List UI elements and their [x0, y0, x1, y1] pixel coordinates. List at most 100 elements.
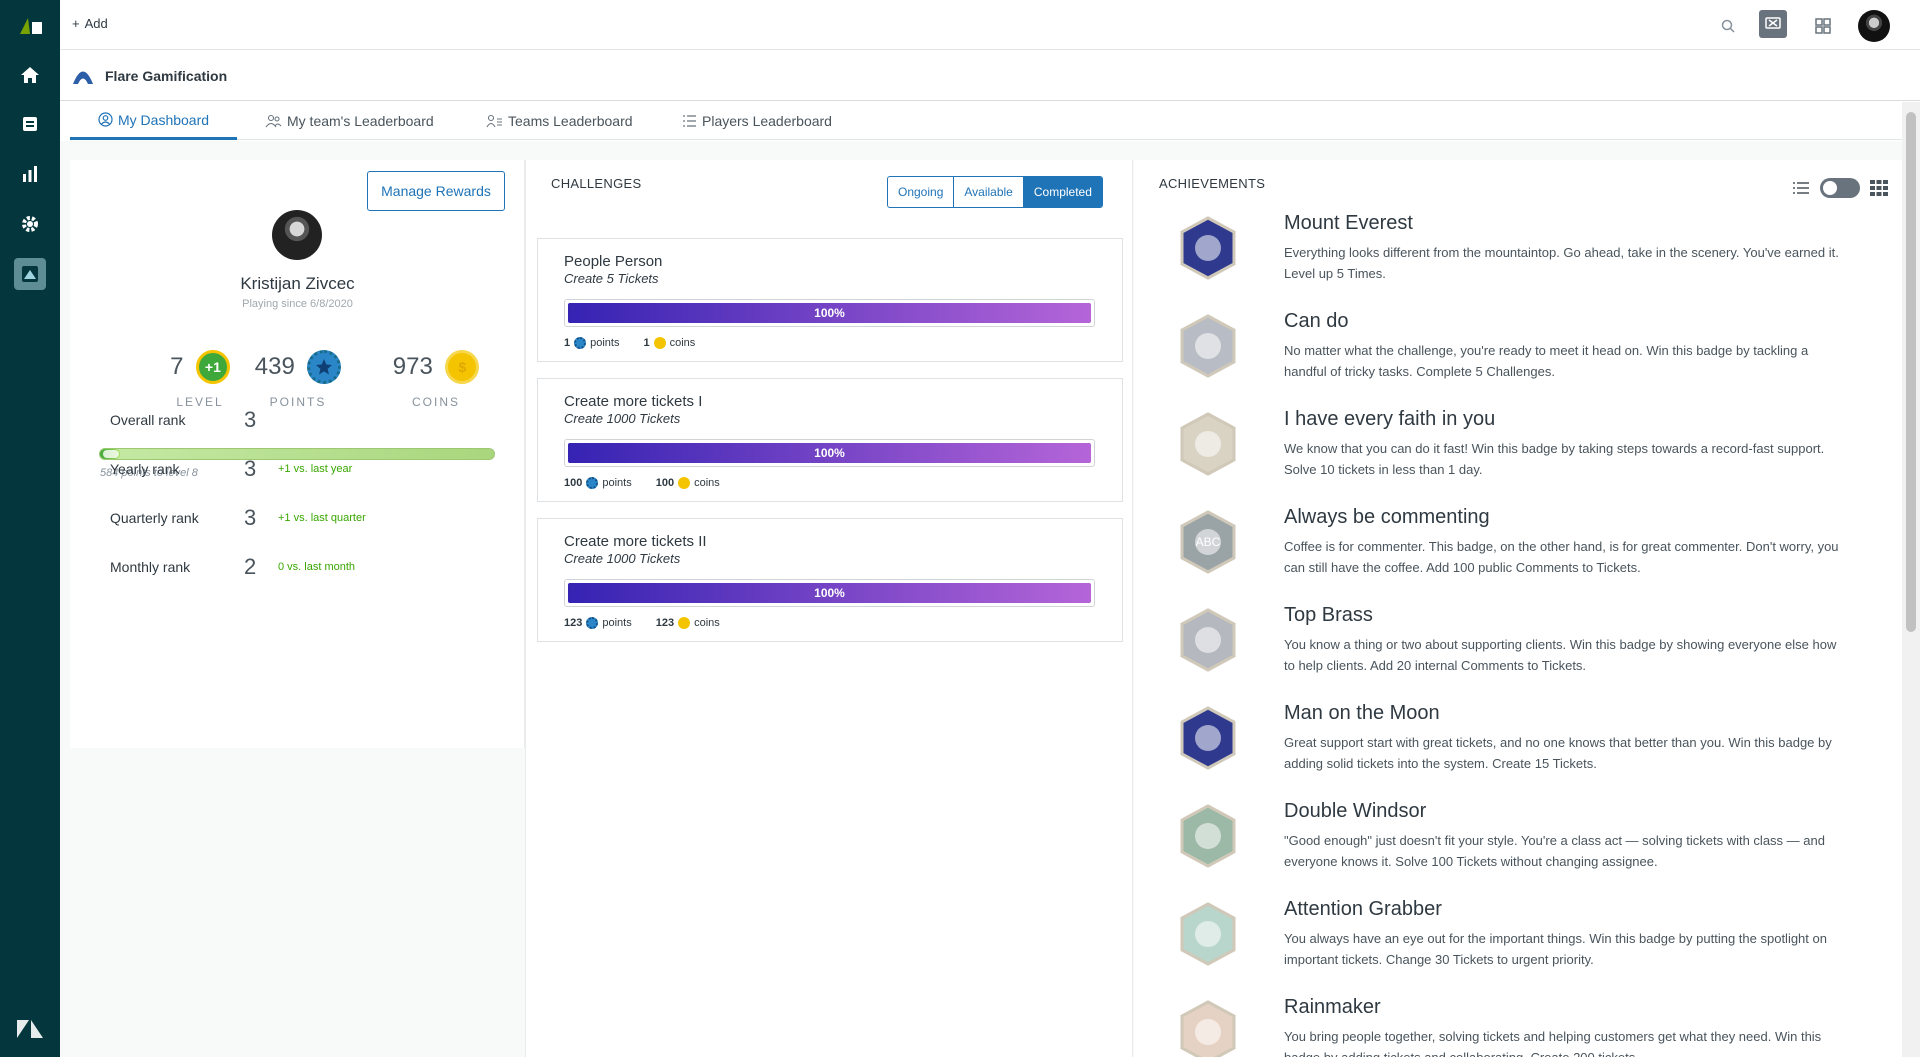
challenge-title: People Person — [564, 253, 663, 270]
coins-value: 973 — [392, 353, 433, 380]
nav-views[interactable] — [0, 103, 60, 145]
achievement-item[interactable]: Man on the Moon Great support start with … — [1178, 702, 1878, 792]
challenge-title: Create more tickets II — [564, 533, 707, 550]
challenge-subtitle: Create 1000 Tickets — [564, 551, 681, 566]
challenge-filter: Ongoing Available Completed — [887, 176, 1103, 208]
add-button[interactable]: + Add — [72, 16, 108, 31]
filter-completed[interactable]: Completed — [1023, 177, 1102, 207]
achievement-description: You know a thing or two about supporting… — [1284, 637, 1837, 673]
team-icon — [265, 114, 282, 128]
coin-icon — [678, 477, 691, 489]
view-mode-toggle[interactable] — [1820, 178, 1860, 198]
coins-label: COINS — [411, 395, 460, 409]
bar-chart-icon — [23, 166, 37, 182]
zendesk-logo-icon[interactable] — [15, 1018, 45, 1040]
achievement-title: Can do — [1284, 310, 1349, 332]
top-bar: + Add — [60, 0, 1920, 50]
tab-my-team-leaderboard[interactable]: My team's Leaderboard — [265, 102, 434, 140]
tab-teams-leaderboard[interactable]: Teams Leaderboard — [486, 102, 633, 140]
medal-badge-icon — [1180, 608, 1236, 672]
tie-badge-icon — [1180, 804, 1236, 868]
achievement-description: We know that you can do it fast! Win thi… — [1284, 441, 1825, 477]
rank-yearly: Yearly rank 3 +1 vs. last year — [110, 456, 353, 481]
search-button[interactable] — [1714, 12, 1742, 40]
challenge-subtitle: Create 1000 Tickets — [564, 411, 681, 426]
player-name: Kristijan Zivcec — [240, 274, 355, 293]
challenge-card[interactable]: Create more tickets I Create 1000 Ticket… — [537, 378, 1123, 502]
nav-flare-app[interactable] — [0, 253, 60, 295]
grid-icon — [1815, 18, 1831, 34]
nav-admin[interactable] — [0, 203, 60, 245]
plus-icon: + — [72, 16, 80, 31]
coin-icon — [653, 337, 666, 349]
coin-icon: $ — [445, 350, 480, 384]
challenge-card[interactable]: Create more tickets II Create 1000 Ticke… — [537, 518, 1123, 642]
points-icon — [574, 337, 587, 349]
challenge-progress-fill: 100% — [568, 303, 1091, 323]
nav-home[interactable] — [0, 54, 60, 96]
filter-available[interactable]: Available — [954, 177, 1024, 207]
chat-status-button[interactable] — [1759, 10, 1787, 38]
coins-stat: 973 $ COINS — [366, 350, 506, 409]
list-icon — [683, 115, 696, 127]
achievement-item[interactable]: ABC Always be commenting Coffee is for com… — [1178, 506, 1878, 596]
gear-icon — [22, 216, 38, 232]
achievement-description: Great support start with great tickets, … — [1284, 735, 1832, 771]
scrollbar-thumb[interactable] — [1906, 112, 1916, 632]
achievement-title: I have every faith in you — [1284, 408, 1496, 430]
challenge-rewards: 100 points 100 coins — [564, 477, 720, 489]
challenge-rewards: 1 points 1 coins — [564, 337, 696, 349]
achievements-title: ACHIEVEMENTS — [1159, 176, 1266, 191]
tab-my-dashboard[interactable]: My Dashboard — [70, 102, 237, 140]
zendesk-product-logo-icon[interactable] — [18, 14, 44, 36]
page-scrollbar[interactable] — [1902, 102, 1920, 1057]
challenge-progress-bar: 100% — [564, 579, 1095, 607]
rank-monthly: Monthly rank 2 0 vs. last month — [110, 554, 356, 579]
nav-reporting[interactable] — [0, 153, 60, 195]
manage-rewards-button[interactable]: Manage Rewards — [367, 171, 505, 211]
tab-players-leaderboard[interactable]: Players Leaderboard — [682, 102, 832, 140]
achievement-item[interactable]: Top Brass You know a thing or two about s… — [1178, 604, 1878, 694]
points-icon — [586, 477, 599, 489]
flare-app-icon — [22, 266, 38, 282]
challenge-title: Create more tickets I — [564, 393, 703, 410]
achievement-title: Top Brass — [1284, 604, 1373, 626]
profile-panel: Manage Rewards Kristijan Zivcec Playing … — [70, 160, 525, 748]
level-up-badge-icon: +1 — [195, 350, 230, 384]
app-title: Flare Gamification — [105, 68, 228, 84]
points-star-icon — [307, 350, 342, 384]
achievement-title: Mount Everest — [1284, 212, 1413, 234]
challenge-subtitle: Create 5 Tickets — [564, 271, 659, 286]
achievement-item[interactable]: Rainmaker You bring people together, solv… — [1178, 996, 1878, 1057]
points-icon — [586, 617, 599, 629]
view-toggle — [1792, 178, 1888, 198]
level-stat: 7 +1 LEVEL — [130, 350, 270, 409]
grid-view-icon[interactable] — [1870, 180, 1888, 196]
achievement-item[interactable]: Double Windsor "Good enough" just doesn't… — [1178, 800, 1878, 890]
points-value: 439 — [254, 353, 295, 380]
mountain-badge-icon — [1180, 216, 1236, 280]
products-button[interactable] — [1809, 12, 1837, 40]
achievement-description: Everything looks different from the moun… — [1284, 245, 1839, 281]
achievement-item[interactable]: Can do No matter what the challenge, you'… — [1178, 310, 1878, 400]
achievement-item[interactable]: Mount Everest Everything looks different … — [1178, 212, 1878, 302]
level-progress-bar — [99, 448, 495, 460]
challenge-card[interactable]: People Person Create 5 Tickets 100% 1 poi… — [537, 238, 1123, 362]
filter-ongoing[interactable]: Ongoing — [888, 177, 955, 207]
challenges-panel: CHALLENGES Ongoing Available Completed P… — [525, 160, 1133, 1057]
svg-text:ABC: ABC — [1196, 535, 1221, 549]
achievement-item[interactable]: I have every faith in you We know that yo… — [1178, 408, 1878, 498]
achievements-panel: ACHIEVEMENTS Mount Everest Everything loo… — [1134, 160, 1902, 1057]
list-view-icon[interactable] — [1792, 181, 1810, 195]
flare-logo-icon — [73, 71, 93, 84]
achievement-item[interactable]: Attention Grabber You always have an eye … — [1178, 898, 1878, 988]
level-label: LEVEL — [176, 395, 224, 409]
achievement-description: You always have an eye out for the impor… — [1284, 931, 1827, 967]
achievement-title: Rainmaker — [1284, 996, 1381, 1018]
playing-since: Playing since 6/8/2020 — [242, 298, 353, 310]
home-icon — [21, 67, 39, 83]
achievement-title: Always be commenting — [1284, 506, 1490, 528]
user-avatar[interactable] — [1858, 10, 1890, 42]
rank-overall: Overall rank 3 — [110, 407, 257, 432]
